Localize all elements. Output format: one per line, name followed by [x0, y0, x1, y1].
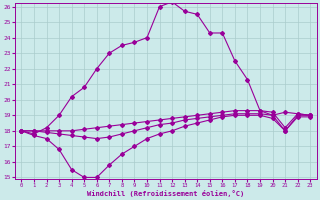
X-axis label: Windchill (Refroidissement éolien,°C): Windchill (Refroidissement éolien,°C) — [87, 190, 244, 197]
